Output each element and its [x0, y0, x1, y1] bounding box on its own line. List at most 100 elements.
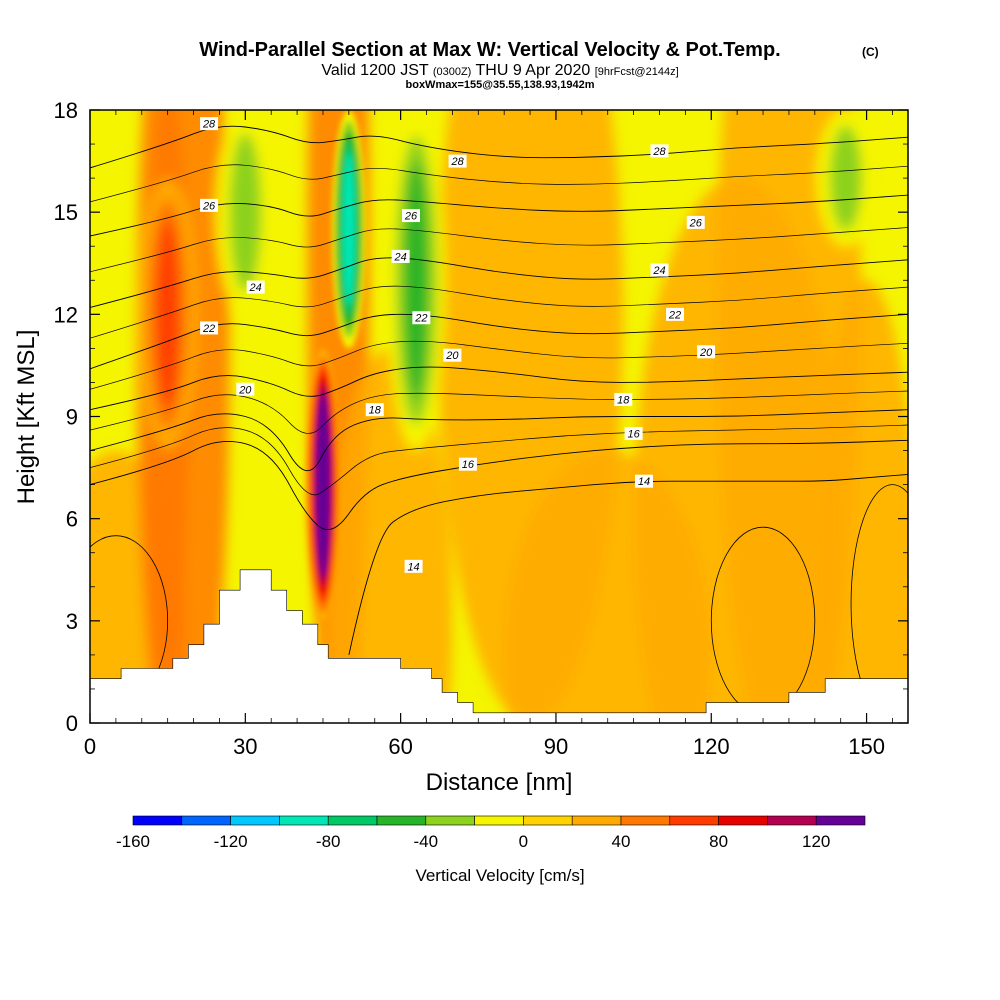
y-axis-label: Height [Kft MSL] — [13, 330, 40, 505]
x-tick-label: 0 — [84, 734, 96, 759]
theta-label-26: 26 — [686, 215, 705, 229]
x-tick-label: 60 — [388, 734, 412, 759]
colorbar-label: Vertical Velocity [cm/s] — [415, 866, 584, 885]
valid-utc: (0300Z) — [433, 66, 472, 78]
colorbar-swatch — [425, 815, 475, 826]
colorbar-swatch — [523, 815, 573, 826]
valid-time-line: Valid 1200 JST (0300Z) THU 9 Apr 2020 [9… — [321, 62, 678, 79]
theta-contour-18 — [90, 409, 908, 472]
x-tick-label: 150 — [848, 734, 885, 759]
valid-time: Valid 1200 JST — [321, 62, 429, 79]
theta-contour-22 — [90, 313, 908, 370]
w-texture-blob — [328, 348, 453, 723]
theta-label-text: 20 — [445, 350, 459, 362]
theta-contour-intermediate — [90, 164, 908, 203]
theta-label-22: 22 — [666, 307, 685, 321]
theta-label-26: 26 — [200, 198, 219, 212]
updraft-contour-6 — [155, 218, 180, 410]
y-tick-label: 9 — [66, 405, 78, 430]
theta-label-28: 28 — [448, 154, 467, 168]
theta-label-text: 14 — [407, 561, 419, 573]
colorbar-tick-label: 80 — [709, 832, 728, 851]
colorbar-tick-label: 40 — [612, 832, 631, 851]
theta-label-text: 22 — [668, 309, 681, 321]
x-tick-label: 90 — [544, 734, 568, 759]
theta-contour-intermediate — [90, 285, 908, 339]
theta-contour-intermediate — [90, 424, 908, 496]
colorbar-swatch — [230, 815, 280, 826]
downdraft-contour-3 — [404, 161, 428, 400]
y-tick-label: 18 — [54, 98, 78, 123]
theta-label-text: 20 — [699, 347, 713, 359]
colorbar-tick-label: 120 — [802, 832, 830, 851]
theta-label-text: 18 — [369, 405, 382, 417]
downdraft-contour-5 — [829, 125, 862, 231]
theta-contour-intermediate — [90, 227, 908, 273]
theta-label-text: 24 — [652, 265, 665, 277]
colorbar-tick-label: -160 — [116, 832, 150, 851]
theta-label-text: 28 — [652, 146, 666, 158]
theta-label-text: 22 — [202, 323, 215, 335]
theta-label-24: 24 — [391, 249, 410, 263]
colorbar-swatch — [474, 815, 524, 826]
chart-title: Wind-Parallel Section at Max W: Vertical… — [199, 39, 780, 61]
colorbar-swatch — [620, 815, 671, 826]
y-tick-label: 12 — [54, 302, 78, 327]
theta-contour-28 — [90, 125, 908, 169]
theta-label-18: 18 — [614, 392, 633, 406]
downdraft-contour-4 — [229, 132, 262, 292]
theta-label-14: 14 — [634, 474, 653, 488]
theta-label-16: 16 — [624, 427, 643, 441]
theta-contour-14 — [348, 473, 908, 655]
w-texture-blob — [716, 110, 862, 723]
downdraft-contour-2 — [343, 152, 355, 306]
y-tick-label: 3 — [66, 609, 78, 634]
valid-date: THU 9 Apr 2020 — [476, 62, 591, 79]
theta-contour-26 — [90, 194, 908, 237]
theta-label-14: 14 — [404, 559, 423, 573]
theta-label-22: 22 — [200, 321, 219, 335]
theta-label-text: 26 — [202, 200, 216, 212]
theta-label-text: 16 — [627, 429, 640, 441]
theta-label-text: 20 — [238, 384, 252, 396]
theta-label-20: 20 — [236, 382, 255, 396]
colorbar: -160 -120 -80 -40 0 40 80 120 — [116, 815, 866, 851]
theta-label-28: 28 — [650, 144, 669, 158]
theta-label-24: 24 — [246, 280, 265, 294]
x-axis: 0 30 60 90 120 150 — [84, 110, 893, 759]
theta-label-text: 18 — [617, 394, 630, 406]
y-tick-label: 15 — [54, 200, 78, 225]
colorbar-swatch — [327, 815, 378, 826]
theta-label-24: 24 — [650, 263, 669, 277]
y-tick-label: 0 — [66, 711, 78, 736]
colorbar-swatch — [132, 815, 183, 826]
colorbar-tick-label: -80 — [316, 832, 341, 851]
theta-label-18: 18 — [365, 403, 384, 417]
theta-label-text: 16 — [462, 459, 475, 471]
copyright-mark: (C) — [862, 45, 879, 59]
theta-label-16: 16 — [458, 457, 477, 471]
theta-label-26: 26 — [401, 209, 420, 223]
theta-label-text: 14 — [638, 476, 650, 488]
colorbar-swatch — [815, 815, 866, 826]
theta-label-text: 24 — [394, 251, 407, 263]
x-tick-label: 30 — [233, 734, 257, 759]
box-wmax-line: boxWmax=155@35.55,138.93,1942m — [406, 79, 595, 91]
theta-label-28: 28 — [200, 117, 219, 131]
colorbar-tick-label: -120 — [214, 832, 248, 851]
theta-label-text: 22 — [414, 313, 427, 325]
theta-contour-intermediate — [90, 390, 908, 434]
w-texture-blob — [504, 450, 712, 723]
x-axis-label: Distance [nm] — [426, 769, 573, 796]
theta-contour-16 — [90, 439, 908, 530]
terrain — [90, 569, 908, 723]
theta-label-text: 28 — [450, 156, 464, 168]
y-tick-label: 6 — [66, 507, 78, 532]
theta-label-20: 20 — [697, 345, 716, 359]
contour-labels: 14 16 18 20 22 24 26 28 18 16 14 20 22 24 26 28 20 22 24 26… — [200, 117, 716, 573]
potential-temperature-contours — [90, 125, 908, 723]
theta-label-text: 26 — [689, 217, 703, 229]
x-tick-label: 120 — [693, 734, 730, 759]
colorbar-swatch — [571, 815, 622, 826]
